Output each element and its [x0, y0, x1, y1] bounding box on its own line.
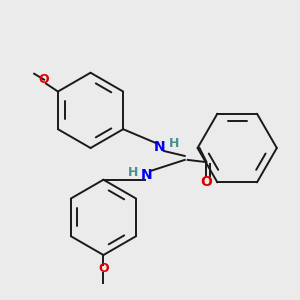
Text: H: H: [169, 136, 179, 150]
Text: N: N: [154, 140, 166, 154]
Text: N: N: [141, 168, 153, 182]
Text: O: O: [98, 262, 109, 275]
Text: H: H: [128, 166, 138, 179]
Text: O: O: [39, 73, 50, 86]
Text: O: O: [200, 175, 212, 189]
